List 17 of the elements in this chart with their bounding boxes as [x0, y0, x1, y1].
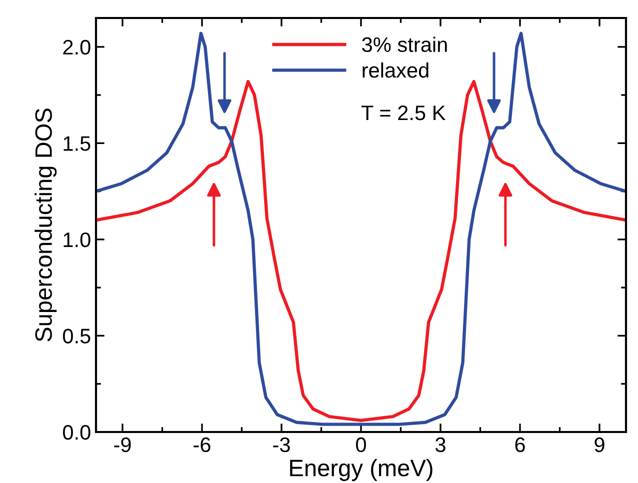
y-tick-label: 1.0 [64, 232, 90, 248]
x-tick-label: 9 [594, 437, 604, 452]
y-tick-label: 1.5 [64, 136, 90, 151]
y-axis-title: Superconducting DOS [34, 108, 57, 342]
y-tick-label: 0.5 [62, 328, 90, 344]
x-tick-label: 0 [356, 437, 366, 452]
y-tick-label: 2.0 [63, 40, 90, 55]
x-tick-label: 6 [515, 437, 525, 452]
y-tick-label: 0.0 [62, 425, 90, 440]
legend-label: 3% strain [362, 36, 447, 52]
x-tick-label: -9 [114, 437, 131, 452]
x-tick-label: 3 [436, 437, 446, 452]
annotation: T = 2.5 K [361, 105, 446, 120]
x-tick-label: -3 [273, 437, 290, 452]
x-tick-label: -6 [194, 437, 210, 452]
legend-label: relaxed [362, 62, 428, 78]
x-axis-title: Energy (meV) [290, 459, 432, 482]
